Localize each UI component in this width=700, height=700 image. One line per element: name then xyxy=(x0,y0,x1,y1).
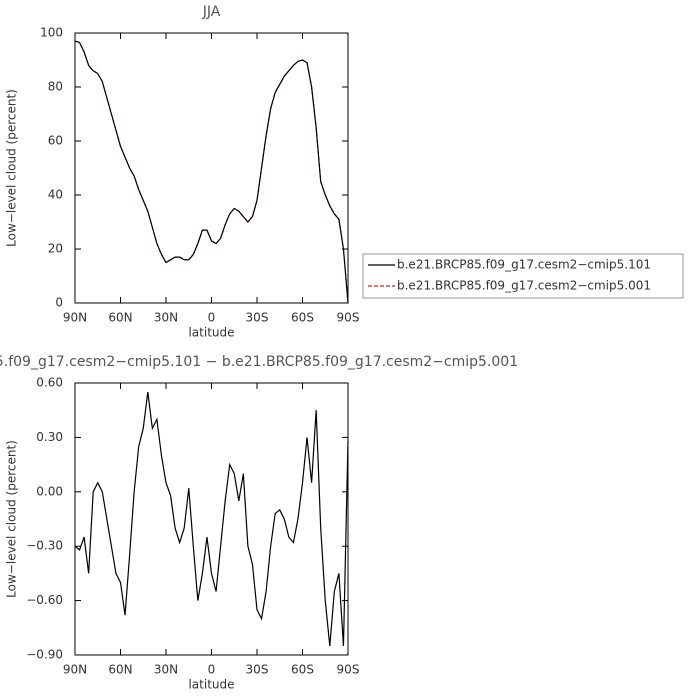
plot-frame xyxy=(74,382,349,656)
x-tick-label: 0 xyxy=(208,663,216,677)
x-tick-label: 60S xyxy=(291,663,314,677)
y-tick-label: 100 xyxy=(40,26,63,40)
x-tick-label: 30N xyxy=(154,311,178,325)
legend-label: b.e21.BRCP85.f09_g17.cesm2−cmip5.001 xyxy=(397,279,651,293)
y-tick-label: 80 xyxy=(48,80,63,94)
x-axis-label: latitude xyxy=(188,678,234,692)
x-tick-label: 60N xyxy=(108,663,132,677)
line-series xyxy=(74,40,349,304)
y-axis-label: Low−level cloud (percent) xyxy=(5,440,19,598)
x-tick-label: 90S xyxy=(337,663,360,677)
y-axis-label: Low−level cloud (percent) xyxy=(5,89,19,247)
y-tick-label: 0.00 xyxy=(36,484,63,498)
y-tick-label: 40 xyxy=(48,188,63,202)
x-tick-label: 30S xyxy=(246,311,269,325)
line-series xyxy=(74,391,349,646)
y-tick-label: −0.90 xyxy=(26,648,63,662)
y-tick-label: 60 xyxy=(48,134,63,148)
y-tick-label: 20 xyxy=(48,242,63,256)
y-tick-label: 0 xyxy=(55,296,63,310)
x-tick-label: 60N xyxy=(108,311,132,325)
line-series xyxy=(74,40,349,304)
x-tick-label: 90N xyxy=(63,311,87,325)
y-tick-label: 0.30 xyxy=(36,430,63,444)
x-tick-label: 30N xyxy=(154,663,178,677)
legend-label: b.e21.BRCP85.f09_g17.cesm2−cmip5.101 xyxy=(397,258,651,272)
x-tick-label: 90N xyxy=(63,663,87,677)
x-tick-label: 90S xyxy=(337,311,360,325)
y-tick-label: −0.30 xyxy=(26,539,63,553)
x-tick-label: 60S xyxy=(291,311,314,325)
x-tick-label: 30S xyxy=(246,663,269,677)
chart-title: JJA xyxy=(202,4,221,20)
legend-box xyxy=(362,253,684,299)
y-tick-label: 0.60 xyxy=(36,376,63,390)
plot-frame xyxy=(74,32,349,304)
x-tick-label: 0 xyxy=(208,311,216,325)
chart-title: b.e21.BRCP85.f09_g17.cesm2−cmip5.101 − b… xyxy=(0,354,518,370)
y-tick-label: −0.60 xyxy=(26,593,63,607)
x-axis-label: latitude xyxy=(188,326,234,340)
